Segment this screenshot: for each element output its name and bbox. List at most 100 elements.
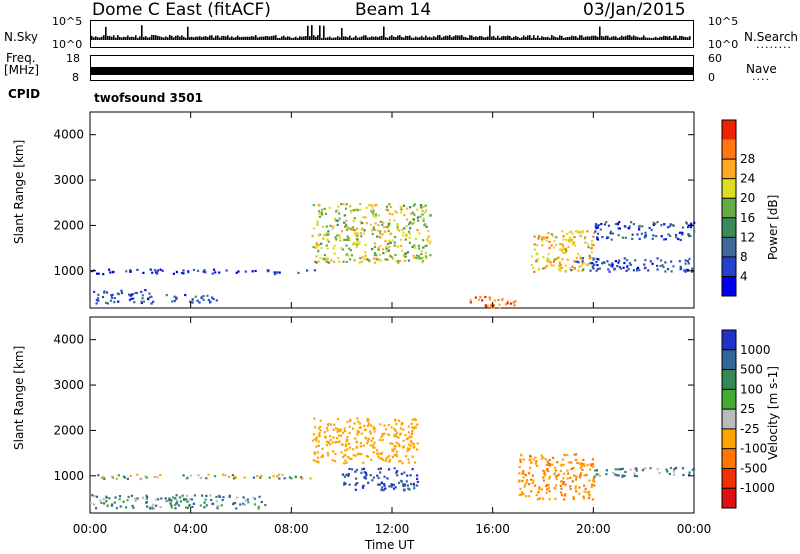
nsky-bar bbox=[395, 37, 397, 40]
velocity-echo-cell bbox=[215, 500, 218, 503]
nsky-bar bbox=[233, 37, 235, 40]
velocity-echo-cell bbox=[560, 464, 563, 467]
velocity-echo-cell bbox=[176, 501, 179, 504]
power-echo-cell bbox=[182, 269, 185, 272]
power-echo-cell bbox=[382, 252, 385, 255]
velocity-echo-cell bbox=[407, 487, 410, 490]
power-echo-cell bbox=[547, 253, 550, 256]
velocity-echo-cell bbox=[407, 461, 410, 464]
nsky-bar bbox=[477, 36, 479, 40]
velocity-echo-cell bbox=[131, 504, 134, 507]
nsky-bar bbox=[485, 37, 487, 40]
power-echo-cell bbox=[421, 213, 424, 216]
velocity-echo-cell bbox=[316, 460, 320, 463]
power-echo-cell bbox=[323, 253, 326, 257]
nsky-bar bbox=[161, 37, 163, 40]
power-echo-cell bbox=[689, 235, 692, 238]
velocity-echo-cell bbox=[231, 474, 234, 477]
power-echo-cell bbox=[385, 247, 388, 250]
power-echo-cell bbox=[372, 209, 375, 212]
power-echo-cell bbox=[214, 271, 217, 274]
power-echo-cell bbox=[411, 245, 414, 249]
velocity-echo-cell bbox=[356, 431, 359, 434]
power-echo-cell bbox=[413, 221, 416, 224]
velocity-echo-cell bbox=[327, 442, 330, 445]
power-echo-cell bbox=[661, 264, 664, 267]
power-echo-cell bbox=[546, 257, 549, 260]
velocity-heatmap bbox=[90, 417, 696, 510]
power-echo-cell bbox=[595, 269, 598, 272]
power-echo-cell bbox=[379, 236, 382, 239]
velocity-echo-cell bbox=[193, 494, 196, 497]
nsky-bar bbox=[673, 35, 675, 40]
velocity-echo-cell bbox=[253, 497, 256, 500]
power-echo-cell bbox=[349, 227, 352, 230]
power-echo-cell bbox=[113, 301, 116, 304]
velocity-echo-cell bbox=[348, 431, 351, 435]
nsky-bar bbox=[209, 35, 211, 40]
velocity-echo-cell bbox=[314, 426, 317, 429]
velocity-echo-cell bbox=[573, 474, 576, 477]
power-echo-cell bbox=[479, 296, 482, 299]
power-echo-cell bbox=[382, 221, 385, 224]
power-echo-cell bbox=[424, 255, 428, 258]
nsky-bar bbox=[665, 35, 667, 40]
power-echo-cell bbox=[413, 213, 416, 216]
velocity-echo-cell bbox=[382, 489, 385, 492]
velocity-echo-cell bbox=[188, 505, 191, 508]
power-echo-cell bbox=[315, 243, 318, 246]
velocity-echo-cell bbox=[155, 498, 158, 501]
velocity-echo-cell bbox=[387, 423, 390, 427]
power-echo-cell bbox=[129, 269, 132, 272]
power-echo-cell bbox=[344, 223, 348, 226]
power-echo-cell bbox=[352, 219, 355, 222]
velocity-echo-cell bbox=[393, 448, 396, 451]
colorbar-segment bbox=[722, 389, 736, 410]
velocity-echo-cell bbox=[547, 470, 550, 473]
power-echo-cell bbox=[587, 246, 590, 249]
nsky-bar bbox=[679, 35, 681, 40]
power-echo-cell bbox=[320, 211, 323, 214]
velocity-echo-cell bbox=[406, 484, 409, 487]
velocity-echo-cell bbox=[145, 494, 148, 497]
power-echo-cell bbox=[317, 250, 320, 253]
power-echo-cell bbox=[175, 270, 178, 274]
power-echo-cell bbox=[583, 237, 586, 241]
power-echo-cell bbox=[601, 236, 604, 239]
velocity-echo-cell bbox=[365, 473, 368, 476]
power-echo-cell bbox=[664, 238, 667, 241]
velocity-echo-cell bbox=[576, 461, 579, 465]
velocity-echo-cell bbox=[372, 426, 375, 429]
power-echo-cell bbox=[488, 296, 491, 299]
power-echo-cell bbox=[662, 265, 665, 269]
velocity-echo-cell bbox=[149, 507, 152, 510]
nsky-bar bbox=[493, 35, 495, 40]
velocity-echo-cell bbox=[232, 477, 236, 480]
velocity-echo-cell bbox=[372, 443, 375, 447]
power-echo-cell bbox=[492, 306, 495, 309]
power-echo-cell bbox=[589, 262, 592, 265]
power-echo-cell bbox=[401, 234, 404, 237]
velocity-echo-cell bbox=[168, 497, 171, 500]
power-echo-cell bbox=[532, 266, 535, 269]
power-echo-cell bbox=[321, 209, 324, 212]
velocity-echo-cell bbox=[548, 475, 552, 478]
power-echo-cell bbox=[333, 252, 336, 255]
velocity-echo-cell bbox=[521, 472, 524, 475]
nsky-bar bbox=[107, 35, 109, 40]
nsky-bar bbox=[515, 35, 517, 40]
velocity-echo-cell bbox=[411, 432, 414, 435]
velocity-echo-cell bbox=[518, 479, 521, 482]
velocity-echo-cell bbox=[535, 464, 539, 467]
velocity-echo-cell bbox=[591, 463, 594, 466]
power-echo-cell bbox=[187, 271, 190, 274]
power-echo-cell bbox=[664, 261, 667, 264]
velocity-echo-cell bbox=[569, 485, 572, 488]
power-echo-cell bbox=[643, 263, 646, 266]
power-echo-cell bbox=[669, 234, 672, 237]
nsky-bar bbox=[671, 37, 673, 40]
power-echo-cell bbox=[371, 209, 374, 212]
nsky-bar bbox=[279, 37, 281, 40]
nsky-bar bbox=[601, 35, 603, 40]
